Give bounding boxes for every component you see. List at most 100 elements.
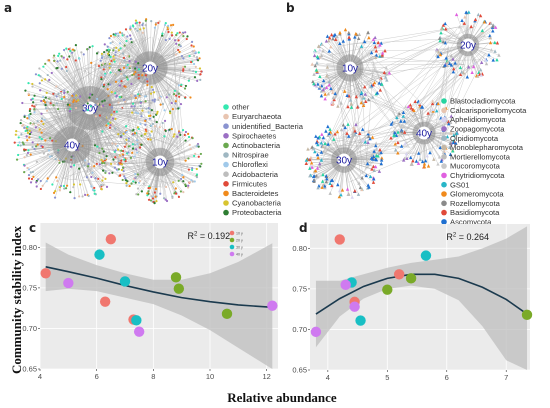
network-node [43, 128, 46, 131]
network-node [315, 152, 320, 157]
network-node [488, 40, 493, 45]
network-node [141, 31, 144, 34]
network-node [103, 99, 106, 102]
network-node [117, 34, 120, 38]
network-node [20, 133, 23, 136]
network-node [72, 100, 75, 104]
network-node [106, 52, 110, 55]
network-node [157, 21, 160, 24]
network-node [158, 126, 161, 129]
network-node [149, 186, 152, 189]
network-node [23, 164, 26, 167]
network-node [371, 82, 375, 87]
network-node [26, 129, 29, 132]
network-edge [424, 44, 488, 113]
network-node [361, 103, 366, 107]
network-node [489, 48, 494, 52]
network-node [112, 58, 115, 61]
y-tick-label: 0.75 [292, 284, 307, 293]
network-node [75, 100, 78, 103]
hub-node [461, 38, 475, 52]
network-node [437, 155, 442, 159]
network-node [399, 128, 404, 132]
network-node [315, 84, 319, 89]
network-node [463, 15, 467, 19]
network-node [387, 71, 392, 75]
network-node [447, 121, 451, 126]
network-node [130, 182, 133, 185]
network-node [81, 195, 84, 198]
hub-node [83, 101, 97, 115]
hub-label: 30y [82, 104, 98, 115]
network-node [114, 34, 117, 37]
network-node [150, 85, 153, 89]
legend-swatch [441, 98, 447, 104]
network-node [128, 60, 131, 63]
network-node [178, 131, 181, 134]
x-tick-label: 4 [38, 372, 42, 381]
network-node [495, 41, 500, 45]
network-node [346, 192, 350, 197]
network-node [118, 55, 121, 58]
network-node [360, 187, 364, 192]
network-node [124, 177, 127, 180]
panel-a-legend: otherEuryarchaeotaunidentified_BacteriaS… [223, 103, 304, 217]
network-node [418, 106, 422, 111]
network-node [182, 65, 185, 69]
data-point [99, 296, 111, 307]
legend-label: Monoblepharomycota [450, 143, 524, 152]
network-node [28, 109, 31, 113]
data-point [349, 301, 360, 312]
r-squared-label: R2 = 0.192 [188, 231, 231, 241]
network-node [111, 142, 114, 145]
legend-swatch [441, 126, 447, 132]
network-node [406, 104, 411, 109]
network-node [32, 175, 35, 178]
network-node [363, 85, 367, 89]
network-node [488, 33, 492, 38]
network-node [349, 102, 353, 106]
network-node [199, 78, 202, 81]
network-node [188, 180, 192, 184]
network-node [316, 185, 320, 190]
network-node [169, 112, 172, 115]
network-node [32, 123, 35, 126]
network-node [120, 149, 123, 152]
legend-swatch [223, 200, 229, 206]
network-node [185, 37, 188, 41]
network-node [124, 85, 127, 88]
network-node [161, 102, 164, 106]
network-node [39, 179, 42, 183]
network-node [342, 89, 347, 93]
network-node [42, 99, 45, 103]
panel-b-letter: b [286, 1, 295, 15]
legend-label: unidentified_Bacteria [232, 122, 304, 131]
network-node [315, 174, 320, 179]
network-node [100, 54, 104, 57]
network-node [122, 173, 125, 176]
network-node [372, 177, 376, 181]
network-node [380, 156, 384, 160]
network-node [103, 157, 107, 161]
network-node [137, 73, 140, 77]
network-node [336, 104, 340, 108]
series-legend-swatch [229, 244, 235, 250]
network-node [168, 37, 171, 40]
network-node [482, 20, 487, 24]
network-node [191, 180, 194, 183]
network-node [448, 152, 453, 156]
data-point [267, 300, 278, 311]
network-node [182, 191, 185, 194]
network-node [441, 23, 446, 27]
network-node [63, 89, 66, 92]
legend-label: Basidiomycota [450, 208, 500, 217]
network-node [173, 192, 176, 195]
network-node [336, 182, 340, 187]
network-node [36, 178, 40, 181]
network-node [347, 35, 351, 39]
network-node [353, 132, 357, 136]
network-node [385, 78, 389, 82]
network-node [182, 69, 185, 72]
network-node [94, 63, 97, 66]
network-node [23, 126, 26, 129]
